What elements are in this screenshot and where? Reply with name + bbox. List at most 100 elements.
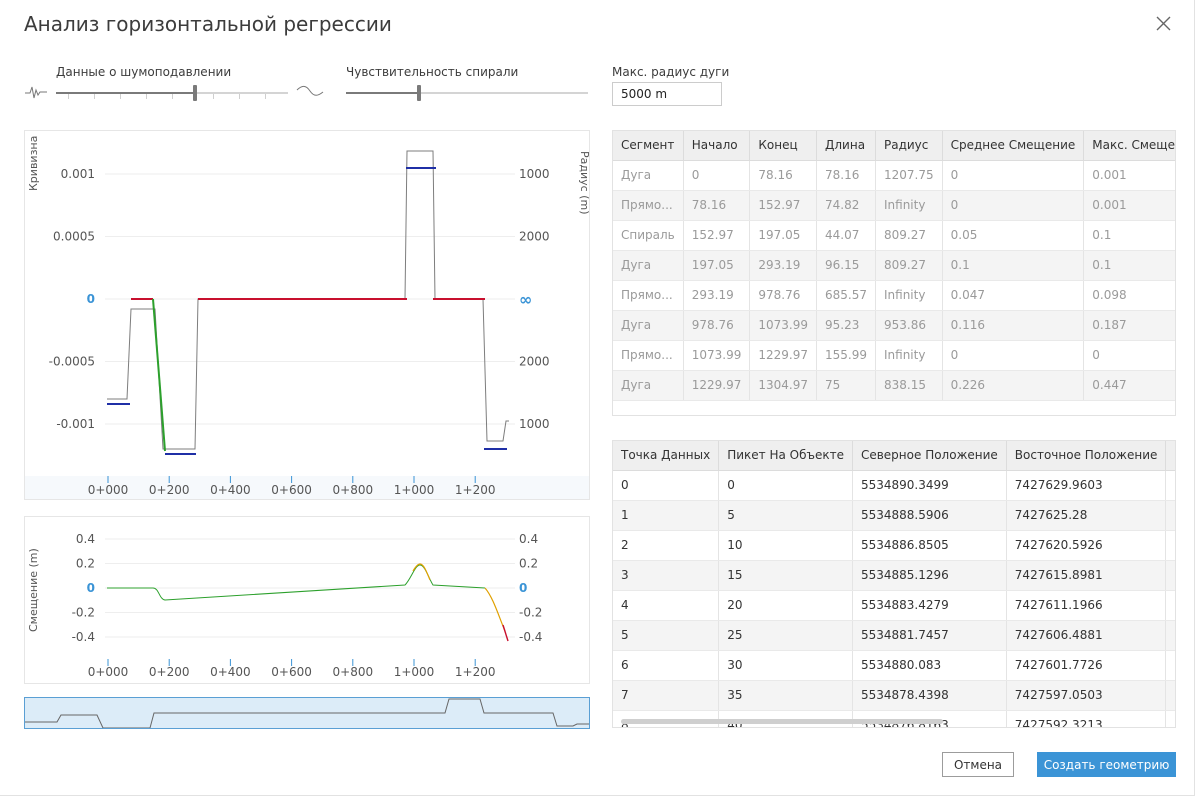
table-cell: 5 — [718, 500, 853, 531]
table-cell: 5 — [613, 620, 720, 651]
column-header[interactable]: Пикет На Объекте — [718, 441, 853, 471]
cancel-button[interactable]: Отмена — [942, 752, 1014, 777]
column-header[interactable]: Восточное Положение — [1006, 441, 1167, 471]
spiral-slider[interactable] — [346, 83, 588, 103]
segments-table-panel: Сегмент Начало Конец Длина Радиус Среднее Сме… — [612, 130, 1176, 416]
overview-navigator[interactable] — [24, 697, 590, 729]
table-cell: Прямо... — [613, 190, 684, 221]
table-cell: 0.1 — [1083, 250, 1175, 281]
table-cell: 0 — [683, 160, 751, 191]
table-cell: 30 — [718, 650, 853, 681]
table-cell: 95.23 — [816, 310, 876, 341]
slider-tick — [213, 94, 214, 99]
overview-strip — [25, 698, 589, 729]
offset-end-highlight — [502, 624, 509, 642]
table-cell: 25 — [718, 620, 853, 651]
y-tick-label: -0.001 — [56, 417, 95, 431]
table-cell: Прямо... — [613, 280, 684, 311]
table-cell: Дуга — [613, 310, 684, 341]
noise-slider[interactable] — [56, 83, 288, 103]
table-cell: 1229.97 — [683, 370, 751, 401]
y-tick-label: -0.2 — [72, 606, 95, 620]
segment-row[interactable]: Прямо... 1073.99 1229.97 155.99 Infinity 0 0 — [613, 340, 1175, 371]
table-cell: Infinity — [875, 190, 943, 221]
segment-row[interactable]: Спираль 152.97 197.05 44.07 809.27 0.05 0.1 — [613, 220, 1175, 251]
column-header[interactable]: Радиус — [875, 131, 943, 161]
y-tick-label: 0 — [87, 581, 95, 595]
column-header[interactable]: Макс. Смещение — [1083, 131, 1175, 161]
offset-tail-highlight — [484, 587, 506, 632]
noise-slider-thumb[interactable] — [193, 85, 198, 101]
column-header[interactable]: Конец — [749, 131, 817, 161]
y-tick-label-right: 0.4 — [519, 532, 538, 546]
y-tick-label-right: -0.4 — [519, 630, 542, 644]
x-tick-label: 1+200 — [455, 483, 496, 497]
column-header[interactable]: Сегмент — [613, 131, 684, 161]
column-header[interactable]: Длина — [816, 131, 876, 161]
segment-row[interactable]: Прямо... 78.16 152.97 74.82 Infinity 0 0.001 — [613, 190, 1175, 221]
y-tick-label: 0 — [87, 292, 95, 306]
offset-peak-highlight — [412, 563, 431, 581]
segment-row[interactable]: Дуга 0 78.16 78.16 1207.75 0 0.001 — [613, 160, 1175, 191]
spiral-segment — [152, 298, 166, 452]
x-tick-label: 0+200 — [149, 483, 190, 497]
column-header[interactable]: Начало — [683, 131, 751, 161]
table-cell: 2 — [613, 530, 720, 561]
table-cell: 5534885.1296 — [852, 560, 1007, 591]
table-cell: 1207.75 — [875, 160, 943, 191]
slider-tick — [172, 94, 173, 99]
column-header[interactable]: С На Об — [1165, 441, 1175, 471]
table-cell: 0 — [718, 470, 853, 501]
column-header[interactable]: Точка Данных — [613, 441, 720, 471]
segment-row[interactable]: Прямо... 293.19 978.76 685.57 Infinity 0.047 0… — [613, 280, 1175, 311]
y-tick-label-right: 0 — [519, 581, 527, 595]
table-cell: 5534878.4398 — [852, 680, 1007, 711]
noise-label: Данные о шумоподавлении — [56, 65, 232, 79]
slider-tick — [120, 94, 121, 99]
x-tick-label: 0+200 — [149, 665, 190, 679]
radius-input[interactable] — [612, 82, 722, 106]
y-tick-label: -0.0005 — [49, 355, 95, 369]
slider-tick — [68, 94, 69, 99]
table-cell: 55348 — [1165, 650, 1175, 681]
table-cell: 7427592.3213 — [1006, 710, 1167, 727]
table-cell: 0.001 — [1083, 160, 1175, 191]
table-cell: 685.57 — [816, 280, 876, 311]
segments-table: Сегмент Начало Конец Длина Радиус Среднее Сме… — [613, 131, 1175, 401]
create-geometry-button[interactable]: Создать геометрию — [1037, 752, 1176, 777]
spiral-slider-thumb[interactable] — [416, 85, 421, 101]
table-cell: 78.16 — [683, 190, 751, 221]
table-cell: 78.16 — [749, 160, 817, 191]
table-cell: 10 — [718, 530, 853, 561]
table-cell: 152.97 — [683, 220, 751, 251]
column-header[interactable]: Северное Положение — [852, 441, 1007, 471]
segment-row[interactable]: Дуга 978.76 1073.99 95.23 953.86 0.116 0.187 — [613, 310, 1175, 341]
table-cell: 7427597.0503 — [1006, 680, 1167, 711]
table-cell: 0 — [942, 190, 1085, 221]
table-cell: 96.15 — [816, 250, 876, 281]
table-cell: 293.19 — [749, 250, 817, 281]
segment-row[interactable]: Дуга 197.05 293.19 96.15 809.27 0.1 0.1 — [613, 250, 1175, 281]
segment-row[interactable]: Дуга 1229.97 1304.97 75 838.15 0.226 0.447 — [613, 370, 1175, 401]
table-cell: 7427606.4881 — [1006, 620, 1167, 651]
table-cell: 293.19 — [683, 280, 751, 311]
table-cell: 4 — [613, 590, 720, 621]
column-header[interactable]: Среднее Смещение — [942, 131, 1085, 161]
table-cell: 55348 — [1165, 590, 1175, 621]
horizontal-scrollbar[interactable] — [621, 719, 943, 724]
table-cell: 809.27 — [875, 220, 943, 251]
table-cell: 0.226 — [942, 370, 1085, 401]
close-button[interactable] — [1152, 12, 1176, 36]
raw-curvature-line — [107, 150, 509, 450]
table-cell: 55348 — [1165, 500, 1175, 531]
table-cell: 6 — [613, 650, 720, 681]
offset-chart-panel: Смещение (m) 0.4 0.2 0 -0.2 -0.4 0.4 0.2 0 -0.2… — [24, 516, 590, 684]
